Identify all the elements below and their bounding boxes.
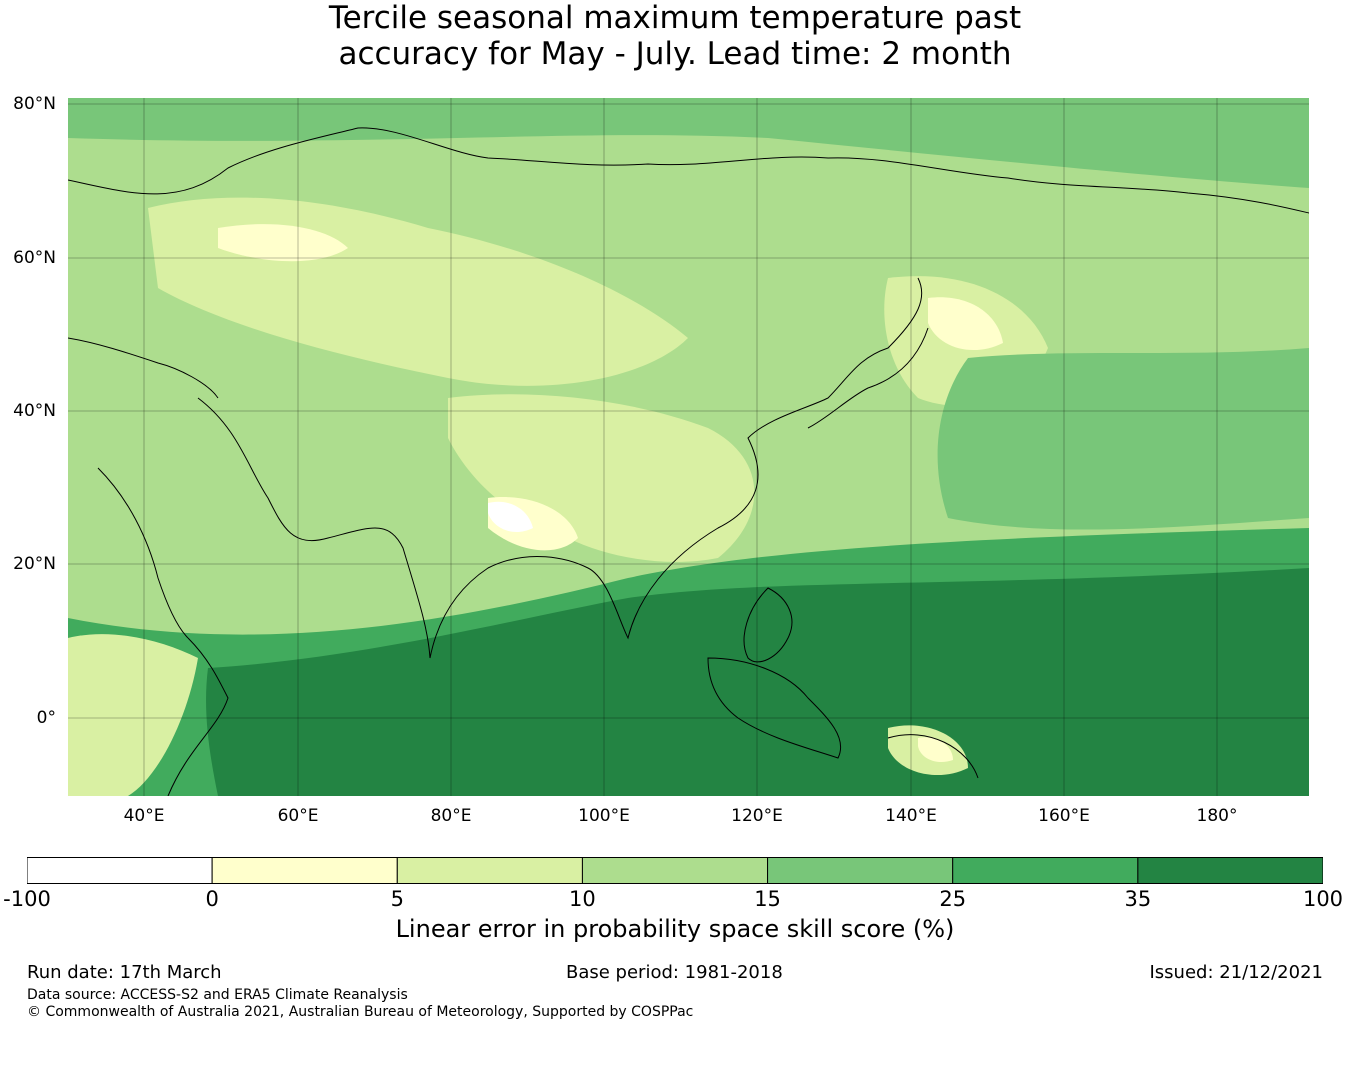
title-line-2: accuracy for May - July. Lead time: 2 mo…	[338, 36, 1012, 72]
data-source: Data source: ACCESS-S2 and ERA5 Climate …	[27, 987, 408, 1003]
region-tropics-high	[206, 568, 1309, 796]
colorbar-swatch	[396, 857, 583, 884]
colorbar-swatch	[767, 857, 954, 884]
colorbar-swatch	[581, 857, 769, 884]
colorbar-tick-label: 10	[569, 887, 596, 911]
colorbar-tick-label: 100	[1302, 887, 1344, 911]
lat-tick-80n: 80°N	[13, 94, 56, 114]
base-period: Base period: 1981-2018	[566, 962, 783, 983]
colorbar	[27, 857, 1323, 884]
colorbar-title: Linear error in probability space skill …	[395, 915, 955, 943]
colorbar-swatch	[211, 857, 398, 884]
lon-tick-60e: 60°E	[277, 806, 319, 826]
copyright: © Commonwealth of Australia 2021, Austra…	[27, 1004, 694, 1020]
region-arctic	[68, 98, 1309, 188]
title-line-1: Tercile seasonal maximum temperature pas…	[328, 0, 1022, 36]
colorbar-tick-label: -100	[3, 887, 51, 911]
colorbar-swatches	[27, 857, 1323, 884]
run-date: Run date: 17th March	[27, 962, 222, 983]
colorbar-swatch	[27, 857, 213, 884]
issued-date: Issued: 21/12/2021	[1149, 962, 1323, 983]
lon-tick-100e: 100°E	[578, 806, 630, 826]
colorbar-swatch	[1137, 857, 1323, 884]
lat-tick-40n: 40°N	[13, 401, 56, 421]
colorbar-swatch	[952, 857, 1139, 884]
lat-tick-equator: 0°	[36, 708, 56, 728]
lon-tick-180: 180°	[1196, 806, 1238, 826]
graticule	[68, 98, 1309, 796]
region-pale-patch-1	[218, 224, 348, 262]
lon-tick-140e: 140°E	[885, 806, 937, 826]
colorbar-tick-label: 35	[1124, 887, 1152, 911]
colorbar-tick-label: 0	[205, 887, 219, 911]
region-negative-skill	[488, 501, 533, 533]
lat-tick-60n: 60°N	[13, 248, 56, 268]
lon-tick-80e: 80°E	[430, 806, 472, 826]
colorbar-tick-label: 15	[754, 887, 781, 911]
region-central-asia	[448, 394, 755, 562]
chart-title: Tercile seasonal maximum temperature pas…	[0, 0, 1350, 72]
map-canvas	[68, 98, 1309, 796]
region-pale-patch-2	[928, 297, 1003, 351]
skill-score-map	[68, 98, 1309, 796]
lon-tick-160e: 160°E	[1038, 806, 1090, 826]
colorbar-tick-label: 5	[390, 887, 404, 911]
coastlines	[68, 127, 1309, 796]
region-africa	[68, 634, 198, 796]
lon-tick-120e: 120°E	[731, 806, 783, 826]
lon-tick-40e: 40°E	[123, 806, 165, 826]
lat-tick-20n: 20°N	[13, 554, 56, 574]
colorbar-tick-label: 25	[939, 887, 967, 911]
region-north-pacific	[937, 348, 1309, 530]
region-pale-patch-3	[918, 737, 953, 763]
